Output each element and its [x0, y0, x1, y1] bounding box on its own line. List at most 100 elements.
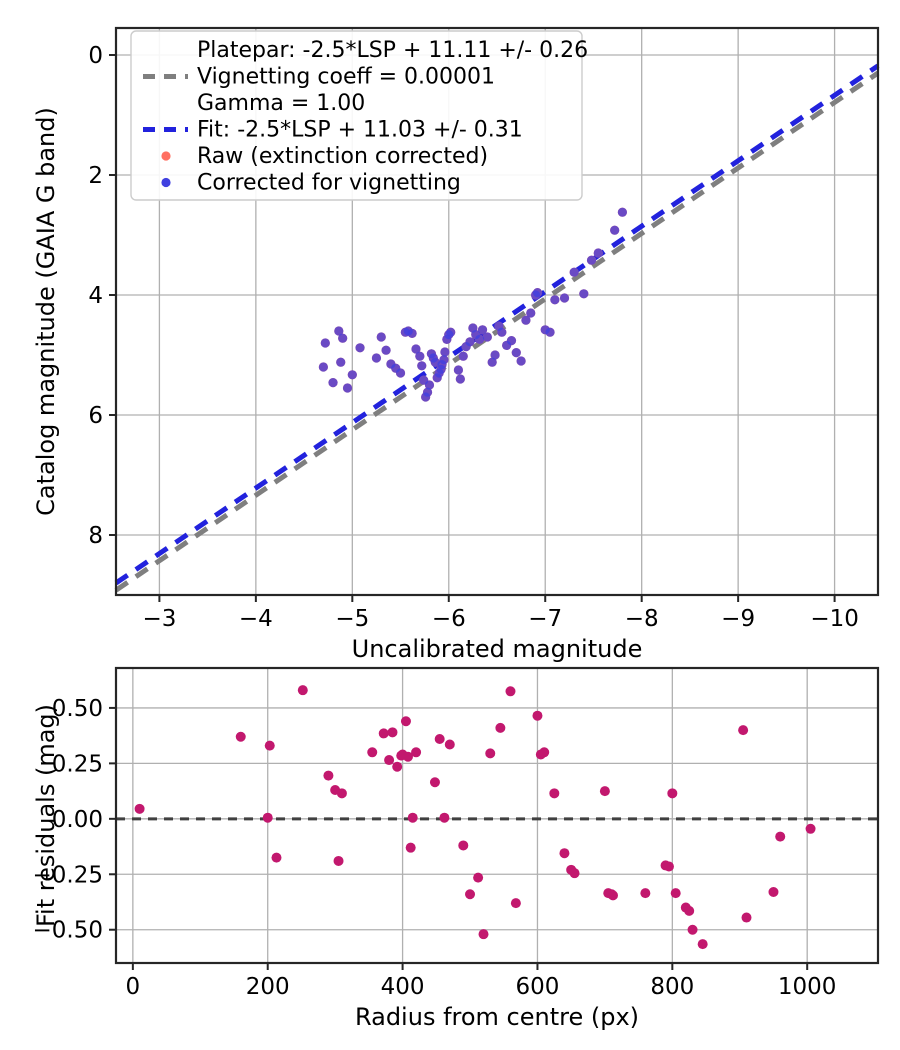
ytick-label-3: −0.25: [33, 862, 103, 888]
yaxis-label: Catalog magnitude (GAIA G band): [32, 107, 60, 516]
ytick-label-3: 6: [88, 403, 103, 429]
data-point: [526, 308, 536, 318]
data-point: [376, 332, 386, 342]
xaxis-label: Uncalibrated magnitude: [352, 635, 643, 663]
data-point: [670, 888, 681, 899]
data-point: [495, 722, 506, 733]
legend-label-2: Gamma = 1.00: [197, 91, 365, 116]
data-point: [640, 888, 651, 899]
data-point: [392, 761, 403, 772]
data-point: [411, 747, 422, 758]
legend: Platepar: -2.5*LSP + 11.11 +/- 0.26Vigne…: [130, 30, 588, 201]
data-point: [465, 889, 476, 900]
ytick-label-2: 4: [88, 283, 103, 309]
data-point: [487, 357, 497, 367]
ytick-label-1: 0.25: [52, 751, 103, 777]
xtick-label-6: −9: [721, 606, 755, 632]
data-point: [400, 327, 410, 337]
data-point: [419, 375, 429, 385]
data-point: [550, 295, 560, 305]
legend-item-1[interactable]: Vignetting coeff = 0.00001: [143, 65, 495, 90]
data-point: [444, 739, 455, 750]
data-point: [667, 788, 678, 799]
legend-item-2[interactable]: Gamma = 1.00: [197, 91, 365, 116]
fit-line-platepar: [114, 70, 880, 593]
ytick-label-0: 0.50: [52, 696, 103, 722]
data-point: [511, 348, 521, 358]
data-point: [738, 725, 749, 736]
data-point: [378, 728, 389, 739]
data-point: [328, 378, 338, 388]
series-fit-residuals: [134, 685, 816, 950]
data-point: [684, 905, 695, 916]
data-point: [262, 812, 273, 823]
data-point: [617, 207, 627, 217]
data-point: [599, 786, 610, 797]
data-point: [521, 315, 531, 325]
data-point: [320, 338, 330, 348]
legend-label-1: Vignetting coeff = 0.00001: [197, 65, 495, 90]
data-point: [134, 803, 145, 814]
data-point: [371, 353, 382, 363]
data-point: [395, 368, 406, 378]
data-point: [355, 343, 365, 353]
data-point: [663, 861, 674, 872]
data-point: [775, 831, 786, 842]
data-point: [532, 288, 543, 298]
data-point: [334, 326, 344, 336]
xtick-label-3: −6: [432, 606, 466, 632]
legend-item-0[interactable]: Platepar: -2.5*LSP + 11.11 +/- 0.26: [197, 38, 588, 63]
data-point: [497, 327, 507, 337]
data-point: [569, 868, 580, 879]
data-point: [400, 716, 411, 727]
data-point: [367, 747, 378, 758]
data-point: [805, 823, 816, 834]
legend-item-3[interactable]: Fit: -2.5*LSP + 11.03 +/- 0.31: [143, 118, 523, 143]
legend-item-5[interactable]: Corrected for vignetting: [161, 171, 461, 196]
data-point: [386, 359, 396, 369]
xtick-label-0: 0: [126, 974, 141, 1000]
data-point: [478, 929, 489, 940]
legend-item-4[interactable]: Raw (extinction corrected): [161, 144, 488, 169]
data-point: [415, 351, 425, 361]
xtick-label-4: 800: [650, 974, 694, 1000]
ytick-label-4: 8: [88, 523, 103, 549]
data-point: [697, 939, 708, 950]
xaxis-label: Radius from centre (px): [355, 1003, 639, 1031]
data-point: [768, 887, 779, 898]
data-point: [477, 325, 488, 335]
data-point: [532, 710, 543, 721]
xtick-label-7: −10: [810, 606, 859, 632]
data-point: [323, 770, 334, 781]
data-point: [607, 890, 618, 901]
data-point: [453, 365, 464, 375]
legend-background: [130, 30, 583, 201]
data-point: [411, 344, 421, 354]
data-point: [485, 748, 496, 759]
data-point: [405, 842, 416, 853]
ytick-label-4: −0.50: [33, 918, 103, 944]
data-point: [432, 373, 442, 383]
series-raw-extinction-corrected-: [318, 207, 627, 402]
data-point: [579, 289, 589, 299]
data-point: [741, 912, 752, 923]
xtick-label-5: −8: [625, 606, 659, 632]
xtick-label-1: 200: [246, 974, 290, 1000]
data-point: [336, 357, 346, 367]
data-point: [586, 255, 597, 265]
chart-panel-photometric-calibration: −3 −4 −5 −6 −7 −8 −9 −10 0 2 4 6 8 Uncalibrated magni…: [32, 26, 880, 663]
data-point: [318, 362, 328, 372]
xtick-label-5: 1000: [778, 974, 837, 1000]
data-point: [458, 351, 468, 361]
data-point: [439, 812, 450, 823]
data-point: [407, 812, 418, 823]
xtick-label-1: −4: [239, 606, 273, 632]
data-point: [506, 336, 517, 346]
series-corrected-for-vignetting: [318, 207, 627, 402]
yaxis-label: Fit residuals (mag): [32, 704, 60, 927]
data-point: [333, 855, 344, 866]
data-point: [264, 740, 275, 751]
data-point: [426, 349, 437, 359]
data-point: [559, 848, 570, 859]
